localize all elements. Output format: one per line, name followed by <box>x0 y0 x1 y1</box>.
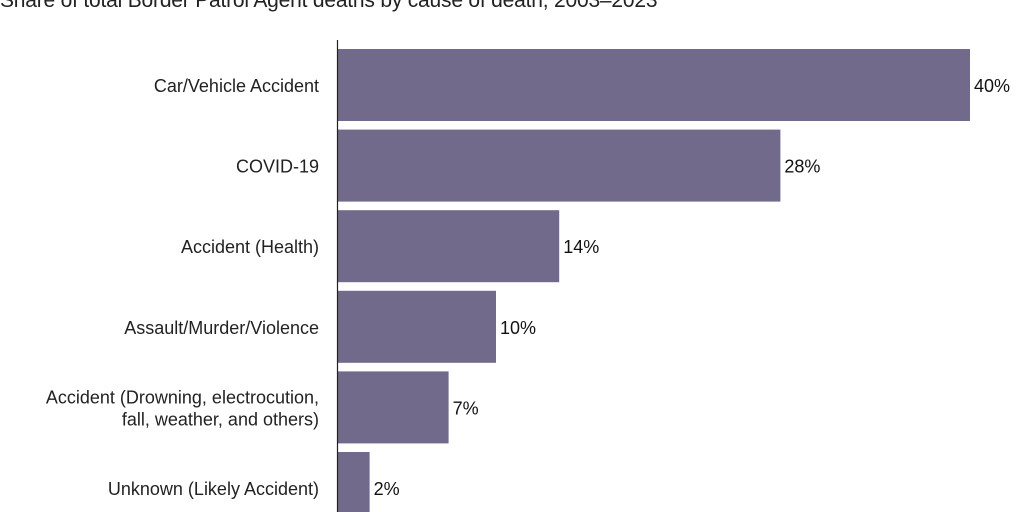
data-label: 7% <box>453 398 479 418</box>
category-label: Car/Vehicle Accident <box>154 76 319 96</box>
bar <box>338 49 970 121</box>
data-label: 40% <box>974 76 1010 96</box>
data-label: 10% <box>500 318 536 338</box>
category-label: COVID-19 <box>236 157 319 177</box>
data-label: 14% <box>563 237 599 257</box>
data-label: 2% <box>374 479 400 499</box>
category-label: fall, weather, and others) <box>122 409 319 429</box>
bar <box>338 452 370 512</box>
bar <box>338 129 781 202</box>
bar <box>338 210 560 283</box>
category-label: Accident (Drowning, electrocution, <box>46 387 319 407</box>
bar <box>338 371 449 444</box>
category-label: Unknown (Likely Accident) <box>108 479 319 499</box>
category-label: Assault/Murder/Violence <box>124 318 319 338</box>
chart-title: Share of total Border Patrol Agent death… <box>0 0 658 12</box>
bar <box>338 290 496 363</box>
data-label: 28% <box>784 157 820 177</box>
category-label: Accident (Health) <box>181 237 319 257</box>
